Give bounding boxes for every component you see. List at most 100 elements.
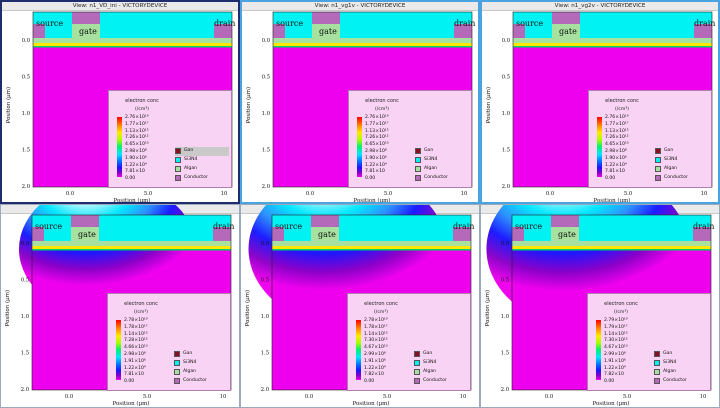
scale-tick-label: 1.91×10⁶	[364, 358, 386, 364]
y-tick-label: 2.0	[22, 184, 30, 190]
x-tick-label: 5.0	[624, 191, 632, 197]
legend-box[interactable]: electron conc (/cm³) 2.78×10¹⁹ 1.78×10¹⁷ 1.1…	[347, 293, 471, 391]
x-tick-label: 10	[700, 394, 707, 400]
material-swatch	[655, 166, 661, 172]
gate-label: gate	[559, 27, 577, 36]
color-scale-ticks: 2.78×10¹⁹ 1.78×10¹⁷ 1.14×10¹⁵ 7.30×10¹² 4.67…	[364, 318, 414, 386]
legend-units: (/cm³)	[614, 310, 628, 315]
y-axis-title: Position (µm)	[246, 86, 252, 124]
scale-tick-label: 1.22×10⁴	[605, 162, 627, 168]
y-tick-label: 1.0	[261, 314, 269, 320]
2deg-channel	[272, 246, 471, 250]
material-algan[interactable]: Algan	[414, 368, 470, 376]
gate-electrode	[551, 215, 579, 229]
material-gan[interactable]: Gan	[655, 147, 711, 155]
drain-electrode	[454, 24, 472, 38]
material-swatch	[414, 360, 420, 366]
material-si3n4[interactable]: Si3N4	[654, 359, 710, 367]
legend-box[interactable]: electron conc (/cm³) 2.79×10¹⁹ 1.79×10¹⁷ 1.1…	[587, 293, 711, 391]
material-label: Conductor	[184, 175, 208, 180]
legend-box[interactable]: electron conc (/cm³) 2.78×10¹⁹ 1.78×10¹⁷ 1.1…	[107, 293, 231, 391]
viewer-panel-1[interactable]: View: n1_VD_ini - VICTORYDEVICE source gat…	[0, 0, 240, 204]
panel-title[interactable]: View: n1_VD_ini - VICTORYDEVICE	[2, 2, 238, 11]
material-conductor[interactable]: Conductor	[655, 174, 711, 182]
viewer-panel-6[interactable]: View: n1_vg5v - VICTORYDEVICEsourcegated…	[480, 204, 720, 408]
y-tick-label: 2.0	[502, 184, 510, 190]
y-tick-label: 1.5	[501, 351, 509, 357]
scale-tick-label: 0.00	[124, 379, 135, 385]
source-electrode	[32, 227, 44, 241]
material-swatch	[414, 351, 420, 357]
viewer-panel-5[interactable]: View: n1_vg4v - VICTORYDEVICEsourcegated…	[240, 204, 480, 408]
material-label: Algan	[184, 166, 198, 171]
material-gan[interactable]: Gan	[654, 350, 710, 358]
y-tick-label: 2.0	[262, 184, 270, 190]
scale-tick-label: 7.30×10¹²	[604, 338, 628, 344]
color-scale-ticks: 2.79×10¹⁹ 1.79×10¹⁷ 1.14×10¹⁵ 7.30×10¹² 4.67…	[604, 318, 654, 386]
material-label: Gan	[664, 148, 674, 153]
panel-title[interactable]: View: n1_vg2v - VICTORYDEVICE	[482, 2, 718, 11]
y-axis-title: Position (µm)	[485, 289, 491, 327]
y-tick-label: 1.5	[261, 351, 269, 357]
material-algan[interactable]: Algan	[174, 368, 230, 376]
material-gan[interactable]: Gan	[175, 147, 231, 155]
material-label: Gan	[423, 351, 433, 356]
scale-tick-label: 2.98×10⁸	[605, 148, 627, 154]
scale-tick-label: 2.79×10¹⁹	[604, 318, 628, 323]
y-tick-label: 2.0	[261, 387, 269, 393]
legend-title: electron conc	[125, 98, 159, 104]
material-swatch	[654, 351, 660, 357]
material-swatch	[175, 148, 181, 154]
y-tick-label: 0.0	[501, 241, 509, 247]
algan-layer	[33, 38, 232, 43]
material-swatch	[415, 166, 421, 172]
algan-layer	[513, 38, 712, 43]
drain-label: drain	[454, 19, 475, 28]
legend-box[interactable]: electron conc (/cm³) 2.76×10¹⁹ 1.77×10¹⁷ 1.1…	[588, 90, 712, 188]
legend-box[interactable]: electron conc (/cm³) 2.76×10¹⁹ 1.77×10¹⁷ 1.1…	[348, 90, 472, 188]
viewer-panel-2[interactable]: View: n1_vg1v - VICTORYDEVICE source gate d…	[240, 0, 480, 204]
material-conductor[interactable]: Conductor	[174, 377, 230, 385]
viewer-panel-3[interactable]: View: n1_vg2v - VICTORYDEVICE source gate d…	[480, 0, 720, 204]
material-si3n4[interactable]: Si3N4	[414, 359, 470, 367]
material-conductor[interactable]: Conductor	[175, 174, 231, 182]
scale-tick-label: 2.78×10¹⁹	[364, 318, 388, 323]
material-gan[interactable]: Gan	[415, 147, 471, 155]
material-si3n4[interactable]: Si3N4	[175, 156, 231, 164]
material-conductor[interactable]: Conductor	[654, 377, 710, 385]
legend-title: electron conc	[605, 98, 639, 104]
color-scale-ticks: 2.76×10¹⁹ 1.77×10¹⁷ 1.13×10¹⁵ 7.26×10¹² 4.65…	[365, 115, 415, 183]
2deg-channel	[33, 43, 232, 47]
material-swatch	[655, 157, 661, 163]
selected-material-highlight	[175, 147, 229, 156]
material-gan[interactable]: Gan	[174, 350, 230, 358]
algan-layer	[272, 241, 471, 246]
material-algan[interactable]: Algan	[175, 165, 231, 173]
legend-box[interactable]: electron conc (/cm³) 2.76×10¹⁹ 1.77×10¹⁷ 1.1…	[108, 90, 232, 188]
panel-title[interactable]: View: n1_vg1v - VICTORYDEVICE	[242, 2, 478, 11]
x-tick-label: 5.0	[623, 394, 631, 400]
scale-tick-label: 0.00	[365, 176, 376, 182]
material-si3n4[interactable]: Si3N4	[415, 156, 471, 164]
material-algan[interactable]: Algan	[655, 165, 711, 173]
material-algan[interactable]: Algan	[654, 368, 710, 376]
color-scale-ticks: 2.78×10¹⁹ 1.78×10¹⁷ 1.14×10¹⁵ 7.28×10¹² 4.66…	[124, 318, 174, 386]
scale-tick-label: 1.90×10⁶	[365, 155, 387, 161]
material-si3n4[interactable]: Si3N4	[655, 156, 711, 164]
y-tick-label: 0.0	[262, 38, 270, 44]
scale-tick-label: 1.78×10¹⁷	[364, 324, 388, 330]
material-conductor[interactable]: Conductor	[415, 174, 471, 182]
material-si3n4[interactable]: Si3N4	[174, 359, 230, 367]
material-algan[interactable]: Algan	[415, 165, 471, 173]
scale-tick-label: 2.98×10⁸	[125, 148, 147, 154]
material-swatch	[174, 360, 180, 366]
material-gan[interactable]: Gan	[414, 350, 470, 358]
material-conductor[interactable]: Conductor	[414, 377, 470, 385]
scale-tick-label: 0.00	[604, 379, 615, 385]
si3n4-passivation	[32, 215, 231, 241]
material-swatch	[414, 369, 420, 375]
scale-tick-label: 2.76×10¹⁹	[125, 115, 149, 120]
drain-label: drain	[694, 19, 715, 28]
viewer-panel-4[interactable]: View: n1_vg3v - VICTORYDEVICEsourcegated…	[0, 204, 240, 408]
y-axis-title: Position (µm)	[245, 289, 251, 327]
